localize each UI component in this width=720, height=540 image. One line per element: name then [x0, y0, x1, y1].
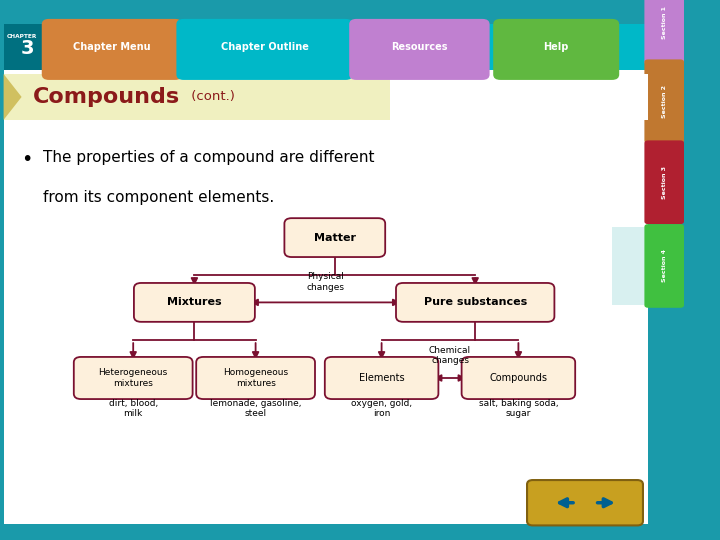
Text: Section 3: Section 3: [662, 166, 667, 199]
Text: •: •: [22, 150, 33, 168]
Text: salt, baking soda,
sugar: salt, baking soda, sugar: [479, 399, 558, 418]
Text: oxygen, gold,
iron: oxygen, gold, iron: [351, 399, 412, 418]
Text: Compounds: Compounds: [490, 373, 547, 383]
Text: from its component elements.: from its component elements.: [43, 190, 274, 205]
Text: Section 2: Section 2: [662, 85, 667, 118]
Text: 3: 3: [21, 39, 34, 58]
Text: lemonade, gasoline,
steel: lemonade, gasoline, steel: [210, 399, 302, 418]
Text: Heterogeneous
mixtures: Heterogeneous mixtures: [99, 368, 168, 388]
FancyBboxPatch shape: [644, 140, 684, 224]
FancyBboxPatch shape: [396, 283, 554, 322]
Text: Matter: Matter: [314, 233, 356, 242]
FancyBboxPatch shape: [644, 224, 684, 308]
FancyBboxPatch shape: [284, 218, 385, 257]
Text: Help: Help: [544, 42, 569, 52]
FancyBboxPatch shape: [644, 59, 684, 143]
FancyBboxPatch shape: [4, 24, 51, 70]
FancyBboxPatch shape: [493, 19, 619, 80]
FancyBboxPatch shape: [644, 0, 684, 65]
Text: Section 4: Section 4: [662, 249, 667, 282]
Text: CHAPTER: CHAPTER: [7, 35, 37, 39]
Text: Resources: Resources: [391, 42, 448, 52]
Text: Chapter Menu: Chapter Menu: [73, 42, 150, 52]
Text: The properties of a compound are different: The properties of a compound are differe…: [43, 150, 374, 165]
FancyBboxPatch shape: [4, 24, 648, 70]
FancyBboxPatch shape: [42, 19, 182, 80]
FancyBboxPatch shape: [4, 74, 390, 120]
FancyBboxPatch shape: [349, 19, 490, 80]
FancyBboxPatch shape: [612, 227, 648, 305]
Text: Chapter Outline: Chapter Outline: [220, 42, 309, 52]
Text: Mixtures: Mixtures: [167, 298, 222, 307]
Text: Physical
changes: Physical changes: [307, 272, 344, 292]
Text: (cont.): (cont.): [187, 90, 235, 104]
FancyBboxPatch shape: [390, 74, 648, 120]
FancyBboxPatch shape: [4, 24, 648, 524]
Text: Pure substances: Pure substances: [423, 298, 527, 307]
Text: dirt, blood,
milk: dirt, blood, milk: [109, 399, 158, 418]
FancyBboxPatch shape: [462, 357, 575, 399]
Text: Elements: Elements: [359, 373, 405, 383]
FancyBboxPatch shape: [325, 357, 438, 399]
FancyBboxPatch shape: [134, 283, 255, 322]
FancyBboxPatch shape: [74, 357, 192, 399]
FancyBboxPatch shape: [527, 480, 643, 525]
FancyBboxPatch shape: [176, 19, 353, 80]
Text: Compounds: Compounds: [32, 87, 179, 107]
Text: Homogeneous
mixtures: Homogeneous mixtures: [223, 368, 288, 388]
FancyBboxPatch shape: [196, 357, 315, 399]
Text: Section 1: Section 1: [662, 6, 667, 39]
Text: Chemical
changes: Chemical changes: [429, 346, 471, 365]
Polygon shape: [4, 74, 22, 120]
